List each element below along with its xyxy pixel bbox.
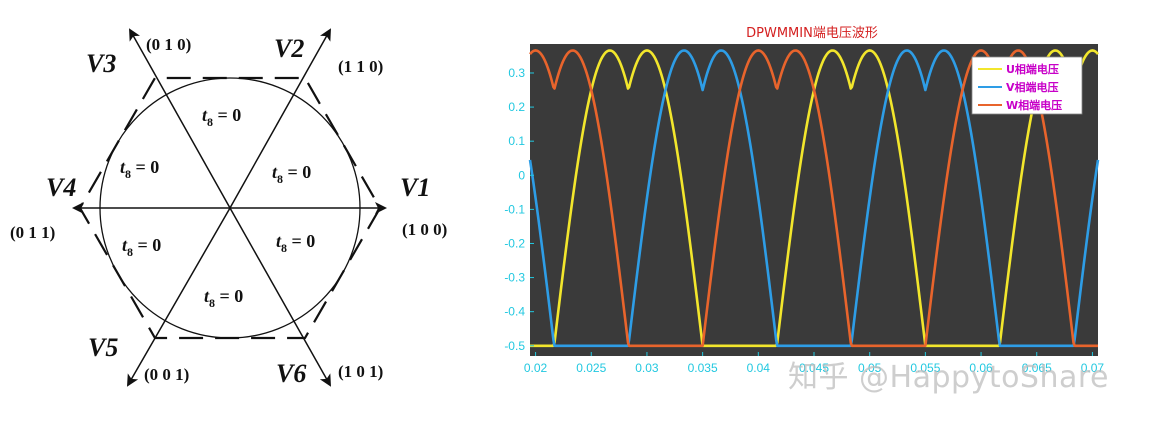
label-v3: V3 [86,49,116,78]
x-tick-label: 0.04 [747,361,771,375]
code-v5: (0 0 1) [144,365,189,384]
code-v4: (0 1 1) [10,223,55,242]
y-tick-label: -0.2 [504,236,525,250]
x-tick-label: 0.07 [1081,361,1105,375]
legend-label-u: U相端电压 [1006,62,1059,76]
axis-v5 [127,207,231,387]
ticks-layer: 0.02 0.025 0.03 0.035 0.04 0.045 0.05 0.055 0.06… [504,66,1104,375]
label-v6: V6 [276,359,306,388]
y-tick-label: 0.2 [508,100,525,114]
x-tick-label: 0.035 [688,361,718,375]
label-v5: V5 [88,333,118,362]
x-tick-label: 0.055 [910,361,940,375]
code-v2: (1 1 0) [338,57,383,76]
y-tick-label: 0.1 [508,134,525,148]
y-tick-label: 0 [518,168,525,182]
series-line-2 [528,49,1100,348]
y-tick-label: -0.4 [504,305,525,319]
x-tick-label: 0.045 [799,361,829,375]
sector-label-2: t8 = 0 [120,157,159,181]
y-tick-label: -0.3 [504,271,525,285]
y-tick-label: -0.1 [504,202,525,216]
watermark: 知乎 @HappytoShare [788,360,1110,395]
legend: U相端电压 V相端电压 W相端电压 [971,56,1083,115]
x-tick-label: 0.02 [524,361,548,375]
label-v2: V2 [274,34,304,63]
axis-v6 [229,207,331,387]
sector-label-6: t8 = 0 [204,286,243,310]
sector-labels: t8 = 0 t8 = 0 t8 = 0 t8 = 0 t8 = 0 t8 = 0 [120,105,315,310]
sector-label-5: t8 = 0 [276,231,315,255]
x-tick-label: 0.065 [1022,361,1052,375]
space-vector-diagram: V1 V2 V3 V4 V5 V6 (1 0 0) (1 1 0) (0 1 0… [10,28,447,388]
x-tick-label: 0.05 [858,361,882,375]
chart-title: DPWMMIN端电压波形 [746,26,878,41]
label-v1: V1 [400,173,430,202]
sector-label-3: t8 = 0 [272,162,311,186]
code-v6: (1 0 1) [338,362,383,381]
code-v1: (1 0 0) [402,220,447,239]
axis-v2 [229,28,331,209]
code-v3: (0 1 0) [146,35,191,54]
x-tick-label: 0.03 [635,361,659,375]
voltage-chart: DPWMMIN端电压波形 0.02 0.025 0.03 0.035 0.04 0.045… [504,26,1104,375]
x-tick-label: 0.025 [576,361,606,375]
legend-label-v: V相端电压 [1006,80,1059,94]
x-tick-label: 0.06 [969,361,993,375]
y-tick-label: -0.5 [504,339,525,353]
legend-label-w: W相端电压 [1006,98,1062,112]
axis-v3 [129,28,231,209]
sector-label-4: t8 = 0 [122,235,161,259]
label-v4: V4 [46,173,76,202]
y-tick-label: 0.3 [508,66,525,80]
sector-label-1: t8 = 0 [202,105,241,129]
